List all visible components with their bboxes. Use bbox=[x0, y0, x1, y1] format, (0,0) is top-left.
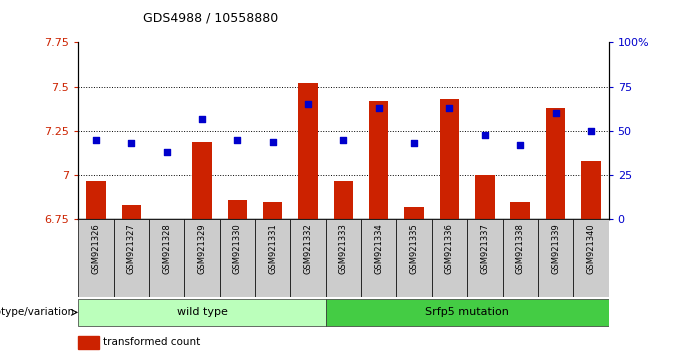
Bar bbox=[546, 108, 565, 219]
Text: GSM921329: GSM921329 bbox=[197, 223, 207, 274]
Bar bbox=[432, 219, 467, 297]
Point bbox=[161, 149, 172, 155]
Bar bbox=[122, 205, 141, 219]
Bar bbox=[334, 181, 353, 219]
Text: GSM921331: GSM921331 bbox=[268, 223, 277, 274]
Bar bbox=[149, 219, 184, 297]
Point bbox=[267, 139, 278, 144]
Text: GSM921336: GSM921336 bbox=[445, 223, 454, 274]
Point bbox=[515, 142, 526, 148]
Bar bbox=[228, 200, 247, 219]
Text: GSM921340: GSM921340 bbox=[586, 223, 596, 274]
Text: Srfp5 mutation: Srfp5 mutation bbox=[425, 307, 509, 318]
Bar bbox=[290, 219, 326, 297]
Bar bbox=[361, 219, 396, 297]
Bar bbox=[192, 142, 211, 219]
Bar bbox=[467, 219, 503, 297]
Bar bbox=[538, 219, 573, 297]
Text: GSM921334: GSM921334 bbox=[374, 223, 384, 274]
Text: GSM921339: GSM921339 bbox=[551, 223, 560, 274]
Text: GSM921333: GSM921333 bbox=[339, 223, 348, 274]
Bar bbox=[405, 207, 424, 219]
Bar bbox=[299, 83, 318, 219]
Bar bbox=[573, 219, 609, 297]
Bar bbox=[263, 202, 282, 219]
Text: GSM921335: GSM921335 bbox=[409, 223, 419, 274]
Text: GSM921330: GSM921330 bbox=[233, 223, 242, 274]
Point bbox=[232, 137, 243, 143]
Point bbox=[90, 137, 101, 143]
Point bbox=[479, 132, 490, 137]
Bar bbox=[326, 299, 609, 326]
Text: transformed count: transformed count bbox=[103, 337, 200, 348]
Bar bbox=[86, 181, 105, 219]
Bar bbox=[184, 219, 220, 297]
Point bbox=[373, 105, 384, 111]
Point bbox=[126, 141, 137, 146]
Point bbox=[409, 141, 420, 146]
Bar bbox=[220, 219, 255, 297]
Point bbox=[550, 110, 561, 116]
Bar bbox=[114, 219, 149, 297]
Text: wild type: wild type bbox=[177, 307, 227, 318]
Text: GSM921338: GSM921338 bbox=[515, 223, 525, 274]
Bar bbox=[255, 219, 290, 297]
Bar bbox=[396, 219, 432, 297]
Bar bbox=[369, 101, 388, 219]
Bar bbox=[78, 299, 326, 326]
Bar bbox=[440, 99, 459, 219]
Point bbox=[303, 102, 313, 107]
Text: GSM921326: GSM921326 bbox=[91, 223, 101, 274]
Text: GDS4988 / 10558880: GDS4988 / 10558880 bbox=[143, 12, 278, 25]
Point bbox=[197, 116, 207, 121]
Point bbox=[338, 137, 349, 143]
Text: GSM921328: GSM921328 bbox=[162, 223, 171, 274]
Bar bbox=[503, 219, 538, 297]
Bar bbox=[326, 219, 361, 297]
Text: genotype/variation: genotype/variation bbox=[0, 307, 75, 318]
Text: GSM921332: GSM921332 bbox=[303, 223, 313, 274]
Bar bbox=[475, 175, 494, 219]
Bar bbox=[581, 161, 600, 219]
Text: GSM921327: GSM921327 bbox=[126, 223, 136, 274]
Bar bbox=[78, 219, 114, 297]
Point bbox=[444, 105, 455, 111]
Point bbox=[585, 128, 596, 134]
Text: GSM921337: GSM921337 bbox=[480, 223, 490, 274]
Bar bbox=[78, 336, 99, 349]
Bar bbox=[511, 202, 530, 219]
